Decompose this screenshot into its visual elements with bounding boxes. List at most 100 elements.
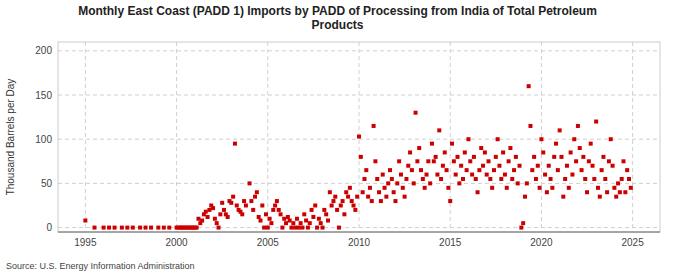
point: [313, 203, 317, 207]
point: [273, 203, 277, 207]
point: [470, 173, 474, 177]
point: [556, 168, 560, 172]
point: [346, 195, 350, 199]
point: [206, 215, 210, 219]
point: [107, 226, 111, 230]
x-tick-label: 2000: [165, 237, 188, 248]
point: [450, 142, 454, 146]
point: [410, 168, 414, 172]
point: [501, 150, 505, 154]
point: [578, 146, 582, 150]
point: [437, 128, 441, 132]
point: [570, 173, 574, 177]
point: [264, 212, 268, 216]
point: [476, 190, 480, 194]
point: [297, 226, 301, 230]
source: Source: U.S. Energy Information Administ…: [6, 261, 195, 271]
point: [353, 208, 357, 212]
point: [342, 212, 346, 216]
point: [565, 164, 569, 168]
point: [319, 221, 323, 225]
point: [271, 208, 275, 212]
point: [324, 212, 328, 216]
point: [315, 226, 319, 230]
x-grid-line: [267, 42, 268, 232]
point: [375, 177, 379, 181]
point: [125, 226, 129, 230]
point: [448, 199, 452, 203]
point: [381, 173, 385, 177]
point: [408, 150, 412, 154]
point: [587, 159, 591, 163]
point: [370, 199, 374, 203]
y-tick-label: 200: [35, 45, 52, 56]
y-tick-label: 0: [46, 222, 52, 233]
point: [622, 159, 626, 163]
x-tick-label: 1995: [74, 237, 97, 248]
point: [616, 181, 620, 185]
point: [580, 168, 584, 172]
point: [612, 186, 616, 190]
point: [280, 226, 284, 230]
point: [308, 221, 312, 225]
point: [403, 195, 407, 199]
point: [240, 212, 244, 216]
point: [601, 155, 605, 159]
point: [335, 208, 339, 212]
point: [362, 177, 366, 181]
point: [364, 168, 368, 172]
point: [304, 219, 308, 223]
plot-frame: [58, 42, 660, 232]
point: [288, 219, 292, 223]
point: [508, 146, 512, 150]
point: [459, 164, 463, 168]
chart: Monthly East Coast (PADD 1) Imports by P…: [0, 0, 675, 275]
point: [623, 190, 627, 194]
point: [366, 195, 370, 199]
point: [244, 203, 248, 207]
point: [435, 173, 439, 177]
point: [618, 190, 622, 194]
point: [466, 137, 470, 141]
grid: [58, 42, 660, 232]
point: [156, 226, 160, 230]
point: [248, 181, 252, 185]
point: [352, 203, 356, 207]
point: [290, 226, 294, 230]
point: [348, 186, 352, 190]
point: [253, 195, 257, 199]
point: [266, 226, 270, 230]
point: [591, 164, 595, 168]
point: [229, 201, 233, 205]
point: [490, 186, 494, 190]
point: [454, 173, 458, 177]
x-tick-label: 2025: [622, 237, 645, 248]
point: [207, 208, 211, 212]
x-tick-label: 2020: [530, 237, 553, 248]
point: [399, 173, 403, 177]
title: Monthly East Coast (PADD 1) Imports by P…: [78, 4, 597, 32]
point: [567, 186, 571, 190]
point: [443, 150, 447, 154]
point: [284, 221, 288, 225]
point: [204, 210, 208, 214]
y-axis-label: Thousand Barrels per Day: [5, 79, 16, 196]
point: [538, 186, 542, 190]
point: [120, 226, 124, 230]
title-line: Monthly East Coast (PADD 1) Imports by P…: [78, 4, 597, 18]
point: [561, 195, 565, 199]
point: [503, 173, 507, 177]
point: [404, 177, 408, 181]
point: [113, 226, 117, 230]
point: [138, 226, 142, 230]
point: [497, 164, 501, 168]
point: [417, 146, 421, 150]
point: [384, 195, 388, 199]
point: [326, 219, 330, 223]
point: [269, 221, 273, 225]
point: [321, 226, 325, 230]
point: [521, 221, 525, 225]
point: [401, 186, 405, 190]
point: [231, 195, 235, 199]
point: [499, 177, 503, 181]
